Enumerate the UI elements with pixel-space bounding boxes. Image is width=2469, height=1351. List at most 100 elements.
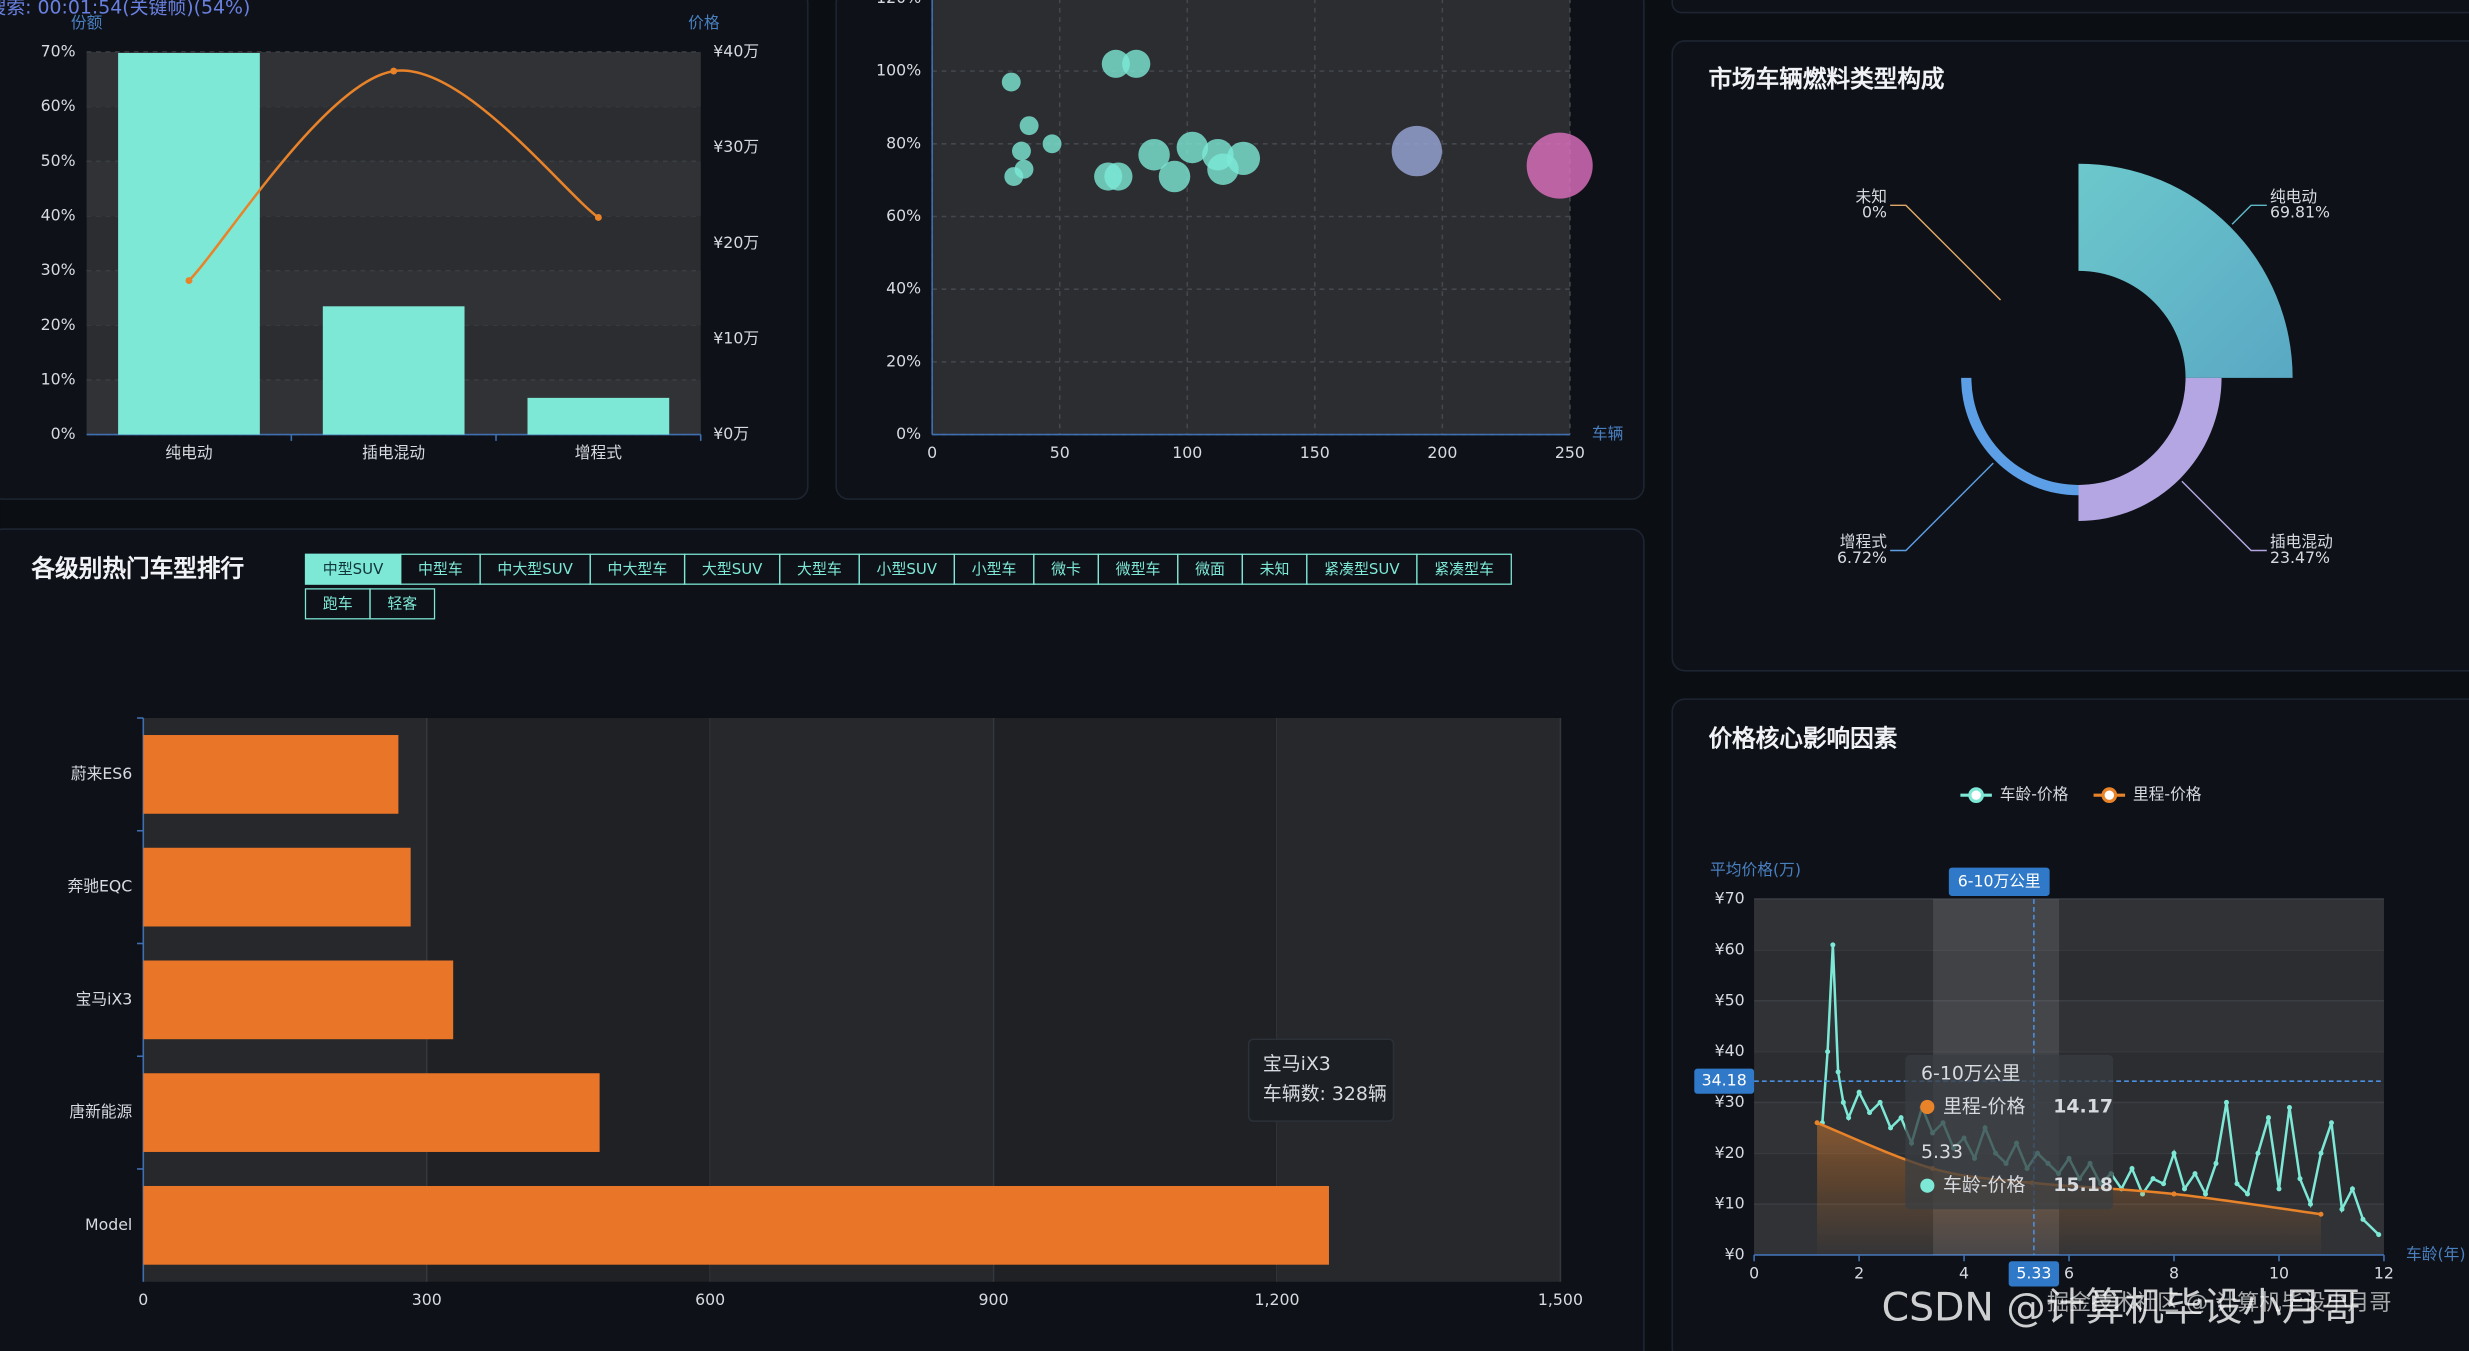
tooltip-value: 14.17: [2053, 1095, 2113, 1117]
line-point: [1825, 1049, 1831, 1055]
tooltip-value: 15.18: [2053, 1174, 2113, 1196]
line-point: [2276, 1186, 2282, 1192]
bubble: [1158, 160, 1191, 193]
y-axis-label: 平均价格(万): [1710, 860, 1801, 879]
tooltip-name: 车龄-价格: [1943, 1174, 2025, 1196]
bubble: [1226, 141, 1261, 176]
tab-label: 中大型车: [608, 560, 668, 578]
bubble: [1122, 49, 1151, 78]
x-tick-label: 250: [1555, 443, 1585, 462]
line-point: [1856, 1089, 1862, 1095]
line-point: [2265, 1115, 2272, 1121]
pointer-label-box: [2008, 1261, 2060, 1287]
y-tick-label: 70%: [41, 41, 76, 60]
line-point: [2171, 1191, 2177, 1197]
panel: [1671, 0, 2469, 14]
legend-marker: [1968, 787, 1985, 804]
panel: [1671, 40, 2469, 672]
bubble: [1526, 132, 1593, 199]
tooltip-name: 里程-价格: [1943, 1095, 2025, 1117]
panel-title: 各级别热门车型排行: [31, 554, 245, 583]
y-axis-label: 份额: [71, 13, 103, 32]
line-point: [2150, 1176, 2156, 1182]
y-tick-label: ¥20: [1715, 1143, 1745, 1162]
line-point: [2360, 1216, 2366, 1222]
pointer-label: 5.33: [2016, 1263, 2051, 1282]
legend-item[interactable]: 车龄-价格: [1960, 785, 2069, 804]
y-tick-label: 30%: [41, 260, 76, 279]
line-point: [594, 213, 602, 221]
panel-title: 价格核心影响因素: [1708, 725, 1897, 753]
legend-item[interactable]: 里程-价格: [2093, 785, 2202, 804]
bubble: [1138, 138, 1170, 171]
line-point: [2339, 1206, 2345, 1212]
x-tick-label: 50: [1050, 443, 1070, 462]
y-tick-label: 100%: [876, 61, 921, 80]
tab-label: 大型SUV: [702, 560, 763, 578]
bar: [527, 397, 670, 435]
tab[interactable]: 紧凑型车: [1416, 553, 1512, 585]
y2-tick-label: ¥20万: [713, 233, 759, 252]
line-point: [2160, 1181, 2167, 1187]
slice-value: 69.81%: [2270, 203, 2330, 222]
tab[interactable]: 轻客: [369, 588, 436, 620]
y-tick-label: 40%: [41, 205, 76, 224]
rose-slice: [1961, 377, 2079, 496]
x-tick-label: 200: [1427, 443, 1457, 462]
slice-label: 纯电动: [2270, 187, 2317, 206]
line-point: [2202, 1191, 2209, 1197]
bubble: [1004, 167, 1024, 186]
tab-box: [304, 553, 402, 585]
tooltip-header: 6-10万公里: [1921, 1062, 2020, 1084]
y-tick-label: ¥50: [1715, 990, 1745, 1009]
x-tick-label: 0: [927, 443, 937, 462]
line-point: [2223, 1099, 2230, 1105]
y-tick-label: 奔驰EQC: [67, 877, 132, 896]
y-tick-label: ¥30: [1715, 1092, 1745, 1111]
label-leader: [2181, 480, 2267, 552]
x-tick-label: 10: [2269, 1263, 2289, 1282]
slice-label: 插电混动: [2270, 532, 2333, 551]
bubble: [1104, 162, 1133, 191]
tab-label: 中型SUV: [323, 560, 384, 578]
tab-label: 微卡: [1051, 560, 1081, 578]
line-point: [2307, 1201, 2313, 1207]
x-axis-label: 车龄(年): [2406, 1244, 2465, 1263]
tab-label: 未知: [1260, 560, 1290, 578]
tab[interactable]: 中型SUV: [304, 553, 402, 585]
line-point: [2286, 1105, 2292, 1111]
panel-title: 市场车辆燃料类型构成: [1708, 65, 1944, 93]
tab-label: 小型SUV: [877, 560, 938, 578]
tab-label: 中型车: [418, 560, 463, 578]
tooltip-header: 5.33: [1921, 1141, 1963, 1163]
line-point: [2234, 1181, 2240, 1187]
y-tick-label: 10%: [41, 369, 76, 388]
y-tick-label: ¥40: [1715, 1041, 1745, 1060]
stripe: [1754, 1000, 2384, 1052]
bubble: [1101, 49, 1130, 78]
label-leader: [1890, 204, 2002, 301]
tooltip-marker: [1920, 1178, 1935, 1193]
bar: [143, 1185, 1329, 1265]
y-tick-label: ¥60: [1715, 939, 1745, 958]
line-point: [1814, 1120, 1820, 1126]
bar: [143, 960, 454, 1040]
legend-label: 里程-价格: [2133, 785, 2202, 804]
x-tick-label: 600: [695, 1290, 725, 1309]
slice-label: 未知: [1856, 187, 1887, 206]
tab-label: 小型车: [972, 560, 1017, 578]
line-point: [1867, 1110, 1873, 1116]
line-point: [2318, 1211, 2324, 1217]
y-tick-label: 60%: [886, 206, 921, 225]
line-point: [2244, 1191, 2251, 1197]
x-tick-label: 1,200: [1254, 1290, 1299, 1309]
tab-label: 跑车: [323, 595, 353, 613]
x-tick-label: 100: [1172, 443, 1202, 462]
line-point: [2255, 1150, 2261, 1156]
x-axis-label: 车辆: [1592, 424, 1623, 443]
x-tick-label: 纯电动: [165, 443, 212, 462]
y-tick-label: 20%: [886, 351, 921, 370]
line-point: [2192, 1171, 2198, 1177]
y2-tick-label: ¥40万: [713, 41, 759, 60]
